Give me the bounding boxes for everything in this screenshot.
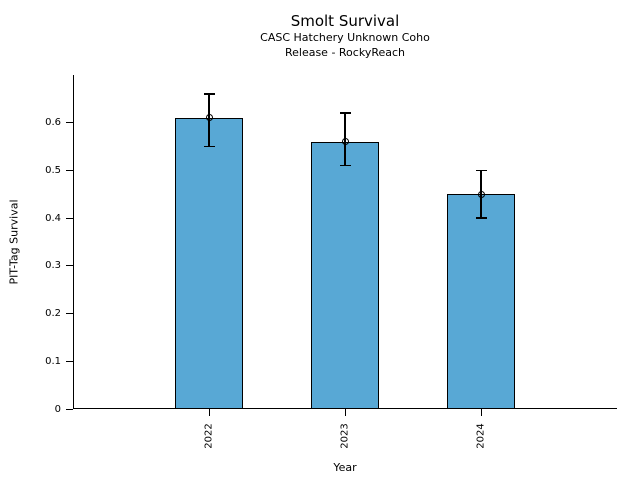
error-cap-top-2023	[339, 112, 351, 114]
error-cap-bottom-2022	[203, 145, 215, 148]
y-tick-label: 0.6	[45, 117, 61, 129]
y-tick-mark	[66, 122, 73, 124]
bar-2023	[311, 141, 379, 409]
x-axis-label: Year	[333, 461, 357, 474]
y-tick-mark	[66, 408, 73, 410]
chart-subtitle-line2: Release - RockyReach	[284, 45, 406, 59]
y-tick-mark	[66, 169, 73, 171]
error-cap-bottom-2024	[475, 217, 487, 219]
y-tick-label: 0	[54, 403, 61, 415]
y-axis-line	[73, 75, 74, 409]
error-cap-top-2024	[475, 169, 487, 172]
y-tick-label: 0.1	[45, 355, 61, 367]
y-tick-mark	[66, 217, 73, 219]
y-tick-label: 0.2	[45, 308, 61, 320]
marker-2023	[341, 138, 349, 146]
x-axis-line	[73, 408, 617, 409]
error-cap-top-2022	[203, 93, 215, 95]
y-tick-label: 0.5	[45, 164, 61, 176]
x-tick-mark-2023	[344, 409, 346, 416]
y-tick-label: 0.4	[45, 212, 61, 224]
y-tick-label: 0.3	[45, 260, 61, 272]
marker-2024	[477, 190, 485, 198]
x-tick-label-text: 2023	[339, 423, 351, 449]
y-tick-mark	[66, 313, 73, 315]
title-block: Smolt Survival CASC Hatchery Unknown Coh…	[73, 11, 617, 60]
error-cap-bottom-2023	[339, 164, 351, 167]
chart-subtitle-line1: CASC Hatchery Unknown Coho	[260, 31, 430, 44]
plot-area: 0 0.1 0.2 0.3 0.4 0.5 0.6 2022 2023 2024	[45, 75, 617, 449]
bar-2022	[175, 117, 243, 409]
x-tick-label-text: 2024	[475, 423, 487, 449]
x-tick-mark-2022	[208, 409, 210, 416]
y-tick-mark	[66, 265, 73, 267]
bar-2024	[447, 194, 515, 409]
marker-2022	[205, 114, 213, 122]
y-tick-mark	[66, 360, 73, 362]
x-tick-mark-2024	[480, 409, 482, 416]
x-tick-label-text: 2022	[203, 423, 215, 449]
chart-title: Smolt Survival	[290, 12, 400, 30]
